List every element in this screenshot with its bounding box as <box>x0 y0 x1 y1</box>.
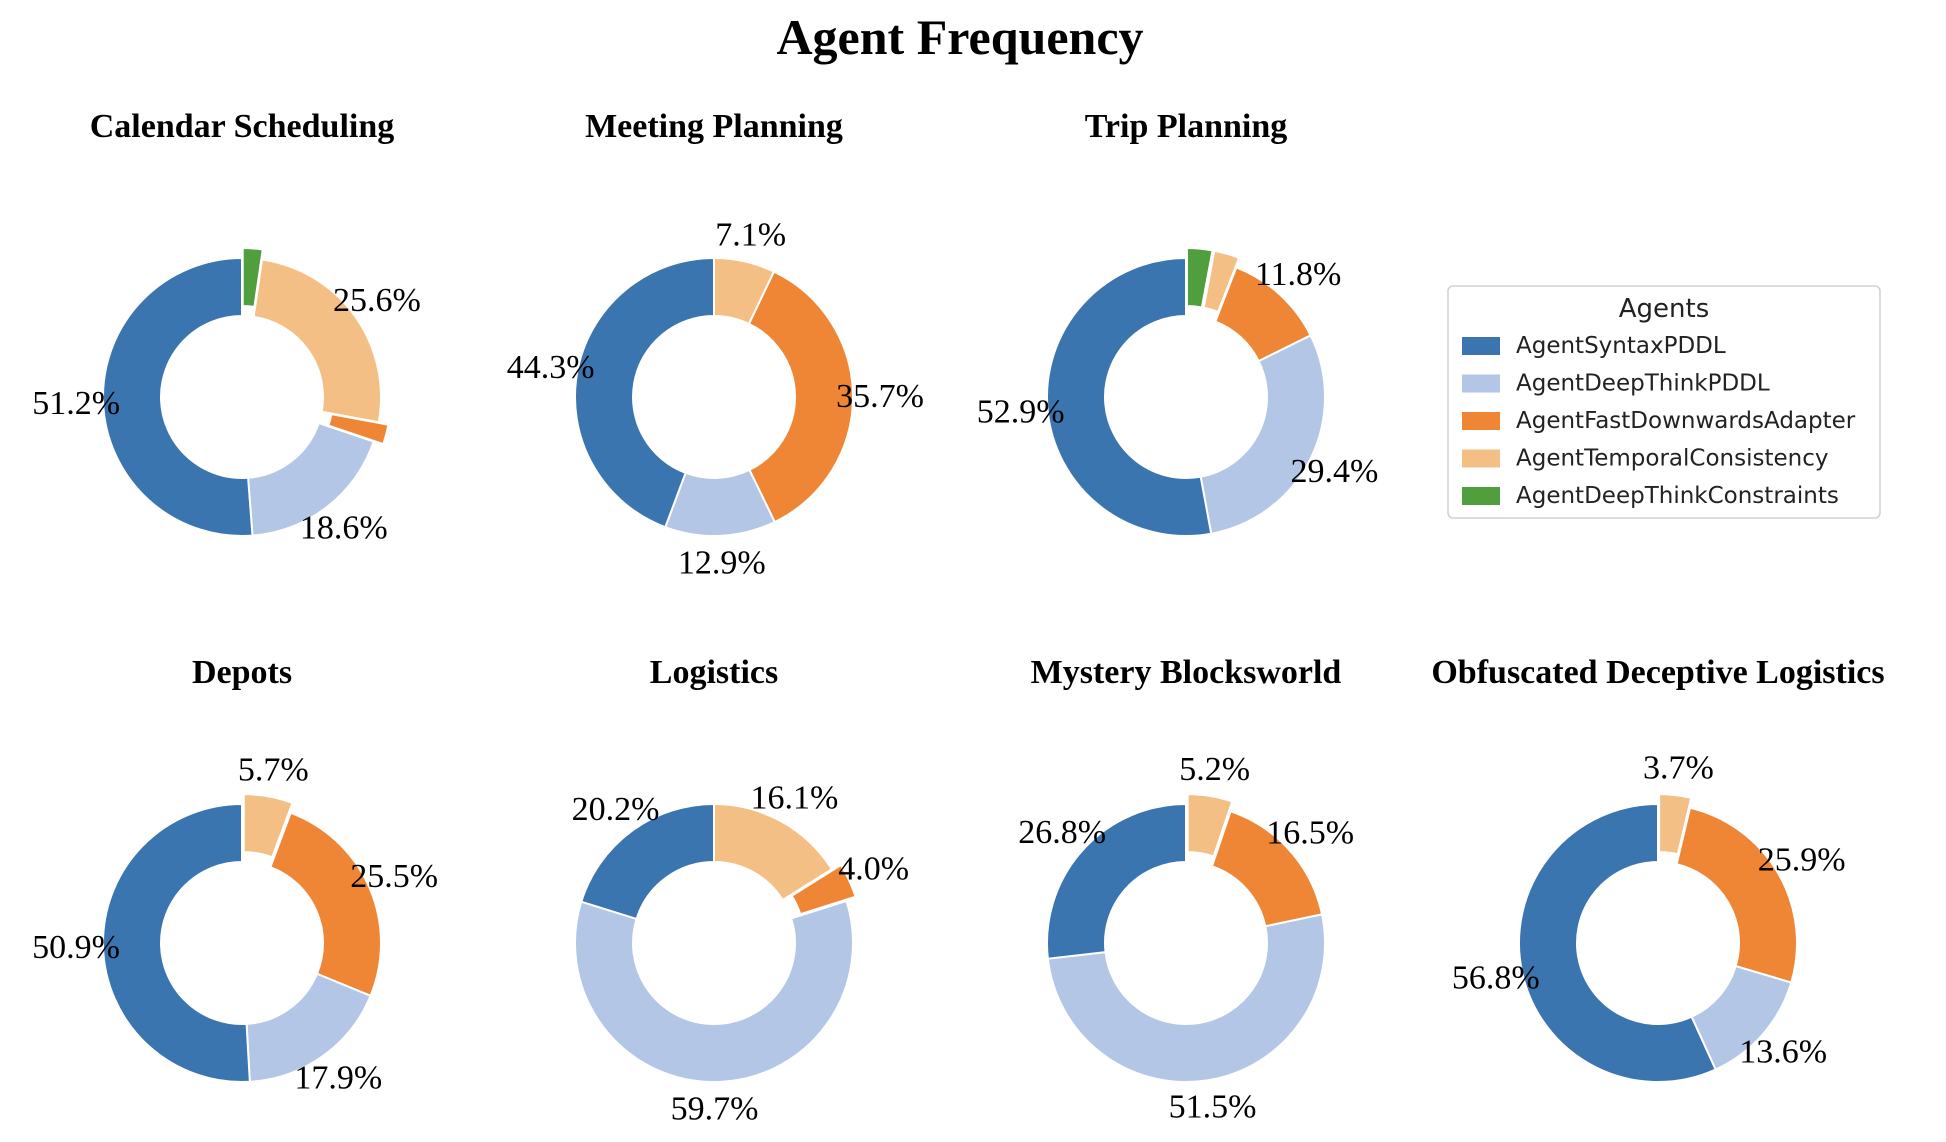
panel-title: Meeting Planning <box>585 108 843 145</box>
slice-label: 16.1% <box>751 779 839 816</box>
slice-agentsyntaxpddl <box>580 803 715 920</box>
slice-label: 5.2% <box>1179 751 1250 788</box>
slice-agentfastdownwardsadapter <box>790 864 857 916</box>
panel-logistics: Logistics 16.1% 4.0% 59.7% 20.2% <box>572 654 909 1127</box>
slice-agentsyntaxpddl <box>1046 803 1187 960</box>
slice-label: 56.8% <box>1452 960 1540 997</box>
panel-obfuscated-deceptive-logistics: Obfuscated Deceptive Logistics 3.7% 25.9% 1… <box>1431 654 1885 1083</box>
panel-title: Depots <box>192 654 292 691</box>
slice-label: 12.9% <box>678 544 766 581</box>
panel-calendar-scheduling: Calendar Scheduling 25.6% 18.6% 51.2% <box>32 108 421 547</box>
slice-agentsyntaxpddl <box>574 257 715 529</box>
panel-title: Obfuscated Deceptive Logistics <box>1431 654 1884 691</box>
slice-label: 25.6% <box>333 282 421 319</box>
legend-swatch-agentfastdownwardsadapter <box>1462 412 1500 430</box>
slice-label: 50.9% <box>32 929 120 966</box>
slice-label: 13.6% <box>1739 1033 1827 1070</box>
slice-label: 16.5% <box>1266 814 1354 851</box>
slice-label: 51.5% <box>1169 1088 1257 1125</box>
slice-agentdeepthinkconstraints <box>1185 247 1214 309</box>
panel-title: Calendar Scheduling <box>90 108 395 145</box>
slice-label: 26.8% <box>1018 814 1106 851</box>
slice-label: 17.9% <box>294 1060 382 1097</box>
slice-agenttemporalconsistency <box>1658 793 1693 856</box>
legend-swatch-agenttemporalconsistency <box>1462 449 1500 468</box>
slice-label: 18.6% <box>300 510 388 547</box>
slice-label: 35.7% <box>836 378 924 415</box>
slice-agenttemporalconsistency <box>713 803 833 902</box>
slice-label: 25.9% <box>1758 841 1846 878</box>
slice-label: 4.0% <box>838 851 909 888</box>
panel-title: Logistics <box>650 654 778 691</box>
slice-agentdeepthinkpddl <box>574 899 854 1083</box>
figure-title: Agent Frequency <box>776 9 1143 65</box>
slice-label: 44.3% <box>507 349 595 386</box>
slice-label: 52.9% <box>977 394 1065 431</box>
legend-label: AgentSyntaxPDDL <box>1516 333 1726 359</box>
slice-label: 29.4% <box>1290 453 1378 490</box>
slice-agenttemporalconsistency <box>242 793 294 859</box>
slice-label: 11.8% <box>1255 256 1342 293</box>
slice-label: 25.5% <box>350 858 438 895</box>
slice-agentsyntaxpddl <box>1518 803 1717 1083</box>
slice-label: 51.2% <box>32 385 120 422</box>
legend-label: AgentDeepThinkPDDL <box>1516 371 1770 397</box>
panel-title: Mystery Blocksworld <box>1031 654 1342 691</box>
slice-label: 59.7% <box>671 1090 759 1127</box>
slice-agentdeepthinkpddl <box>1046 913 1327 1084</box>
slice-agentsyntaxpddl <box>102 257 254 537</box>
slice-label: 5.7% <box>238 751 309 788</box>
slice-agentfastdownwardsadapter <box>269 811 382 997</box>
slice-label: 3.7% <box>1643 750 1714 787</box>
slice-label: 7.1% <box>715 217 786 254</box>
slice-label: 20.2% <box>572 791 660 828</box>
slice-agenttemporalconsistency <box>252 258 382 424</box>
legend: Agents AgentSyntaxPDDL AgentDeepThinkPDDL A… <box>1447 285 1881 519</box>
legend-title: Agents <box>1619 294 1710 324</box>
slice-agenttemporalconsistency <box>1186 793 1234 858</box>
legend-swatch-agentdeepthinkconstraints <box>1462 487 1500 505</box>
panel-meeting-planning: Meeting Planning 7.1% 35.7% 12.9% 44.3% <box>507 108 924 581</box>
donut-panels: Calendar Scheduling 25.6% 18.6% 51.2% Meetin… <box>32 108 1884 1127</box>
legend-swatch-agentsyntaxpddl <box>1462 337 1500 355</box>
slice-agentfastdownwardsadapter <box>1675 806 1798 984</box>
legend-label: AgentDeepThinkConstraints <box>1516 483 1839 509</box>
legend-box <box>1447 285 1881 519</box>
slice-agentfastdownwardsadapter <box>747 270 854 524</box>
panel-trip-planning: Trip Planning 11.8% 29.4% 52.9% <box>977 108 1378 537</box>
slice-agentsyntaxpddl <box>1046 257 1213 537</box>
legend-swatch-agentdeepthinkpddl <box>1462 374 1500 393</box>
panel-depots: Depots 5.7% 25.5% 17.9% 50.9% <box>32 654 438 1097</box>
slice-agentdeepthinkpddl <box>1199 334 1326 535</box>
panel-title: Trip Planning <box>1085 108 1288 145</box>
slice-agentsyntaxpddl <box>102 803 251 1083</box>
panel-mystery-blocksworld: Mystery Blocksworld 5.2% 16.5% 51.5% 26.8% <box>1018 654 1354 1125</box>
legend-label: AgentTemporalConsistency <box>1516 446 1828 472</box>
legend-label: AgentFastDownwardsAdapter <box>1516 408 1856 434</box>
